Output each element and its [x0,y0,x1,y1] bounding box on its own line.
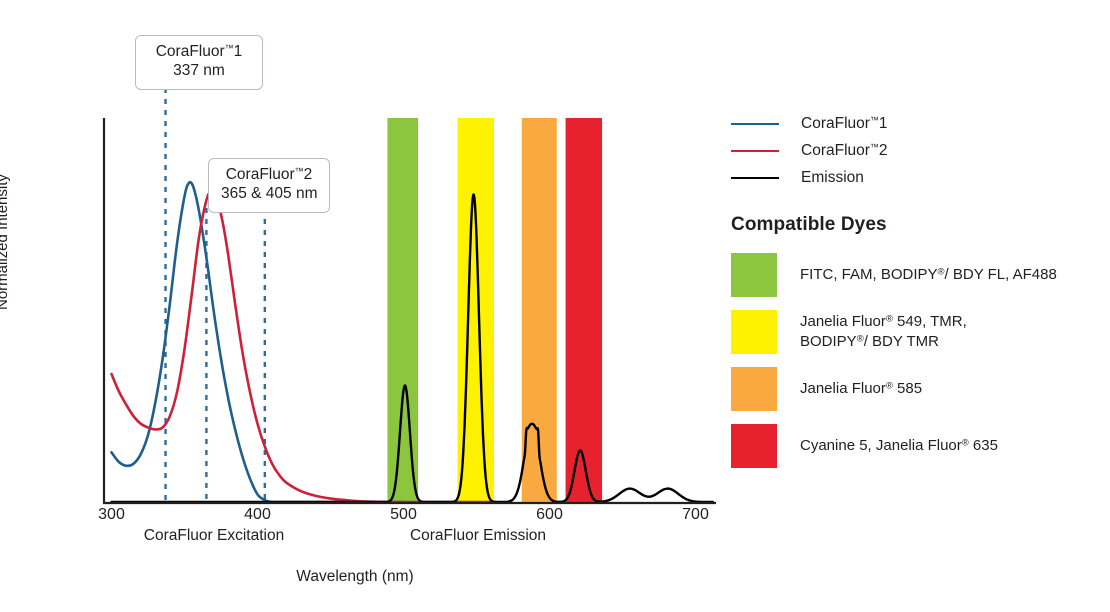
callout-cf2-suffix: 2 [303,166,313,183]
callout-cf2-name: CoraFluor [225,166,295,183]
legend-curve-label: CoraFluor™1 [801,114,888,132]
registered-icon: ® [961,437,969,449]
dye-label-line: Janelia Fluor® 549, TMR, [800,313,967,331]
legend-curve-row-1: CoraFluor™2 [731,137,1103,164]
callout-cf1-title: CoraFluor™1 [148,43,250,62]
legend-line-swatch [731,176,779,179]
callout-cf1-value: 337 nm [173,61,225,79]
trademark-icon: ™ [224,43,234,54]
dye-label-line: FITC, FAM, BODIPY®/ BDY FL, AF488 [800,266,1057,284]
callout-cf1-suffix: 1 [233,43,243,60]
dye-legend-label: FITC, FAM, BODIPY®/ BDY FL, AF488 [800,265,1057,285]
x-axis-label: Wavelength (nm) [296,568,414,585]
dye-color-swatch [731,310,777,354]
legend-curve-row-0: CoraFluor™1 [731,110,1103,137]
plot-canvas [102,88,716,505]
dye-legend-label: Janelia Fluor® 585 [800,379,922,399]
legend-curve-row-2: Emission [731,164,1103,191]
section-label-excitation: CoraFluor Excitation [143,527,285,544]
curve-excitation-1 [110,191,493,504]
spectra-curve-group [110,180,715,504]
dye-legend-label: Cyanine 5, Janelia Fluor® 635 [800,436,998,456]
registered-icon: ® [856,333,864,345]
legend-line-swatch [731,122,779,125]
curve-excitation-0 [110,180,405,504]
callout-corafluor-1: CoraFluor™1 337 nm [135,35,263,90]
dye-band-group [387,118,603,502]
excitation-marker-group [164,88,266,502]
dye-band-3 [565,118,603,502]
dye-label-line: Janelia Fluor® 585 [800,380,923,398]
dye-legend-row-3: Cyanine 5, Janelia Fluor® 635 [731,423,1103,469]
x-tick-700: 700 [682,506,709,523]
dye-color-swatch [731,424,777,468]
registered-icon: ® [885,380,893,392]
curve-legend-list: CoraFluor™1 CoraFluor™2 Emission [731,110,1103,191]
trademark-icon: ™ [869,114,879,125]
legend-curve-label: Emission [801,168,864,186]
callout-cf2-value: 365 & 405 nm [221,184,318,202]
callout-cf1-name: CoraFluor [155,43,225,60]
section-label-emission: CoraFluor Emission [409,527,547,544]
x-tick-600: 600 [536,506,563,523]
registered-icon: ® [885,313,893,325]
x-tick-500: 500 [390,506,417,523]
curve-emission [110,193,715,504]
dye-color-swatch [731,253,777,297]
x-tick-300: 300 [98,506,125,523]
dye-color-swatch [731,367,777,411]
callout-corafluor-2: CoraFluor™2 365 & 405 nm [208,158,330,213]
trademark-icon: ™ [294,166,304,177]
dye-band-0 [387,118,419,502]
axis-lines [102,118,716,505]
compatible-dyes-heading: Compatible Dyes [731,214,887,235]
callout-cf2-title: CoraFluor™2 [221,166,317,185]
dye-legend-row-1: Janelia Fluor® 549, TMR, BODIPY®/ BDY TMR [731,309,1103,355]
dye-legend-row-2: Janelia Fluor® 585 [731,366,1103,412]
y-axis-label: Normalized Intensity [0,174,11,310]
dye-legend-label: Janelia Fluor® 549, TMR, BODIPY®/ BDY TMR [800,312,967,352]
compatible-dyes-list: FITC, FAM, BODIPY®/ BDY FL, AF488 Janelia… [731,252,1103,469]
legend-line-swatch [731,149,779,152]
x-tick-400: 400 [244,506,271,523]
trademark-icon: ™ [869,141,879,152]
dye-legend-row-0: FITC, FAM, BODIPY®/ BDY FL, AF488 [731,252,1103,298]
dye-label-line: BODIPY®/ BDY TMR [800,333,939,350]
dye-label-line: Cyanine 5, Janelia Fluor® 635 [800,437,998,455]
registered-icon: ® [937,266,945,278]
legend-panel: CoraFluor™1 CoraFluor™2 Emission Compatibl… [731,110,1103,480]
legend-curve-label: CoraFluor™2 [801,141,888,159]
